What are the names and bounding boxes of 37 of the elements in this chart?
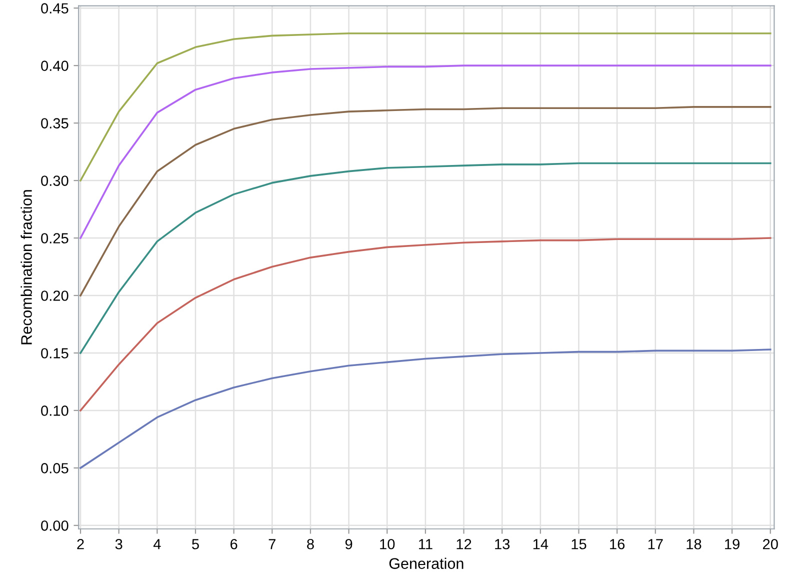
- x-tick-label: 2: [77, 538, 84, 550]
- y-tick-label: 0.35: [41, 118, 68, 128]
- line-series: [80, 64, 772, 239]
- y-tick-label: 0.10: [41, 406, 68, 416]
- x-tick-label: 15: [572, 539, 586, 550]
- y-tick-label: 0.30: [41, 176, 68, 186]
- x-tick-label: 8: [307, 538, 314, 550]
- y-tick-label: 0.15: [41, 348, 68, 358]
- y-tick-label: 0.25: [41, 233, 68, 244]
- x-tick-label: 3: [115, 538, 122, 550]
- y-tick-label: 0.00: [41, 520, 68, 531]
- x-tick-label: 18: [686, 538, 702, 550]
- x-tick-label: 16: [610, 538, 625, 550]
- y-tick-label: 0.40: [41, 60, 68, 71]
- line-series: [80, 106, 772, 296]
- y-tick-label: 0.20: [41, 290, 68, 301]
- line-series: [80, 348, 772, 469]
- x-tick-label: 19: [725, 538, 740, 550]
- x-tick-label: 4: [153, 539, 161, 550]
- y-tick-label: 0.45: [41, 3, 68, 14]
- line-series: [80, 32, 772, 182]
- x-tick-label: 12: [456, 538, 472, 550]
- x-axis-title: Generation: [389, 558, 464, 569]
- x-tick-label: 10: [380, 538, 395, 550]
- x-tick-label: 11: [418, 539, 432, 550]
- x-tick-label: 5: [192, 539, 199, 550]
- y-tick-label: 0.05: [41, 463, 68, 474]
- x-tick-label: 20: [763, 538, 778, 550]
- line-series: [80, 237, 772, 412]
- x-tick-label: 17: [648, 539, 663, 550]
- x-tick-label: 6: [230, 538, 238, 550]
- line-series: [80, 162, 772, 354]
- y-axis-title: Recombination fraction: [20, 190, 32, 344]
- x-tick-label: 13: [495, 538, 510, 550]
- x-tick-label: 7: [268, 539, 276, 550]
- x-tick-label: 14: [533, 539, 548, 550]
- x-tick-label: 9: [345, 538, 352, 550]
